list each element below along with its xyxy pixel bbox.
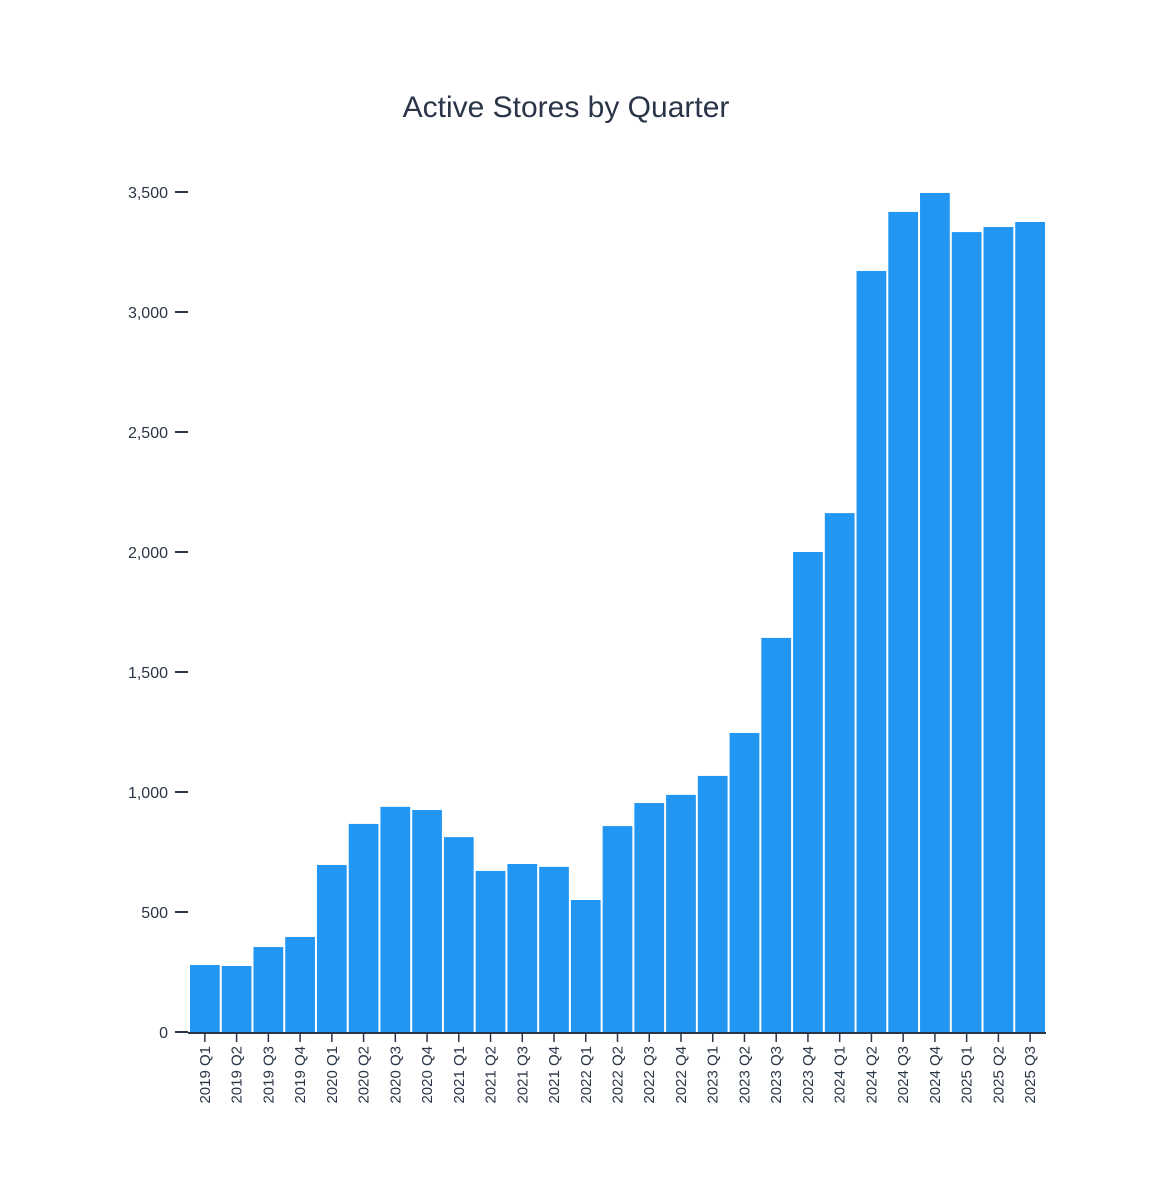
x-tick-label: 2023 Q4: [800, 1046, 817, 1104]
x-tick-label: 2024 Q1: [832, 1046, 849, 1104]
bar: [824, 513, 855, 1032]
bar: [888, 211, 919, 1033]
bar: [761, 637, 792, 1032]
x-tick-label: 2021 Q2: [483, 1046, 500, 1104]
x-tick-label: 2019 Q2: [229, 1046, 246, 1104]
bars: [190, 192, 1045, 1033]
bar: [1015, 222, 1045, 1032]
chart-title: Active Stores by Quarter: [403, 91, 730, 124]
bar: [443, 837, 474, 1032]
bar: [602, 826, 633, 1032]
y-tick-label: 2,500: [128, 425, 168, 442]
bar: [190, 965, 220, 1032]
x-tick-label: 2021 Q4: [546, 1046, 563, 1104]
x-tick-label: 2021 Q1: [451, 1046, 468, 1104]
bar: [475, 870, 506, 1032]
y-tick-label: 1,000: [128, 785, 168, 802]
x-tick-label: 2022 Q4: [673, 1046, 690, 1104]
x-tick-label: 2020 Q4: [419, 1046, 436, 1104]
y-tick-label: 3,000: [128, 305, 168, 322]
x-tick-label: 2023 Q3: [768, 1046, 785, 1104]
bar: [221, 966, 252, 1032]
y-tick-label: 500: [141, 905, 168, 922]
bar: [348, 823, 379, 1032]
x-tick-label: 2022 Q3: [641, 1046, 658, 1104]
bar: [539, 866, 569, 1032]
y-tick-label: 2,000: [128, 545, 168, 562]
bar: [856, 270, 887, 1033]
bar: [697, 775, 728, 1032]
bar: [285, 936, 315, 1032]
x-tick-label: 2023 Q2: [736, 1046, 753, 1104]
x-tick-label: 2025 Q2: [990, 1046, 1007, 1104]
x-tick-label: 2019 Q3: [260, 1046, 277, 1104]
x-tick-label: 2019 Q1: [197, 1046, 214, 1104]
bar: [729, 732, 760, 1032]
x-tick-label: 2022 Q2: [610, 1046, 627, 1104]
x-tick-label: 2023 Q1: [705, 1046, 722, 1104]
y-tick-label: 1,500: [128, 665, 168, 682]
bar: [666, 794, 696, 1032]
x-tick-label: 2021 Q3: [514, 1046, 531, 1104]
bar: [253, 947, 284, 1032]
bar: [316, 864, 347, 1032]
x-tick-label: 2020 Q3: [387, 1046, 404, 1104]
bar: [412, 810, 442, 1032]
y-axis: 0 500 1,000 1,500 2,000 2,500 3,000 3,500: [128, 185, 188, 1042]
y-tick-label: 0: [159, 1025, 168, 1042]
x-tick-label: 2019 Q4: [292, 1046, 309, 1104]
x-tick-label: 2024 Q4: [927, 1046, 944, 1104]
bar: [793, 552, 823, 1032]
y-tick-label: 3,500: [128, 185, 168, 202]
x-tick-label: 2024 Q2: [863, 1046, 880, 1104]
bar: [920, 192, 950, 1032]
bar: [983, 227, 1014, 1033]
bar: [507, 864, 538, 1032]
bar: [570, 900, 601, 1032]
bar: [951, 232, 982, 1032]
x-tick-label: 2024 Q3: [895, 1046, 912, 1104]
x-axis: 2019 Q1 2019 Q2 2019 Q3 2019 Q4 2020 Q1 2020 …: [188, 1032, 1046, 1104]
x-tick-label: 2025 Q1: [959, 1046, 976, 1104]
bar: [634, 803, 665, 1032]
bar: [380, 806, 411, 1032]
x-tick-label: 2020 Q2: [356, 1046, 373, 1104]
x-tick-label: 2020 Q1: [324, 1046, 341, 1104]
x-tick-label: 2025 Q3: [1022, 1046, 1039, 1104]
x-tick-label: 2022 Q1: [578, 1046, 595, 1104]
